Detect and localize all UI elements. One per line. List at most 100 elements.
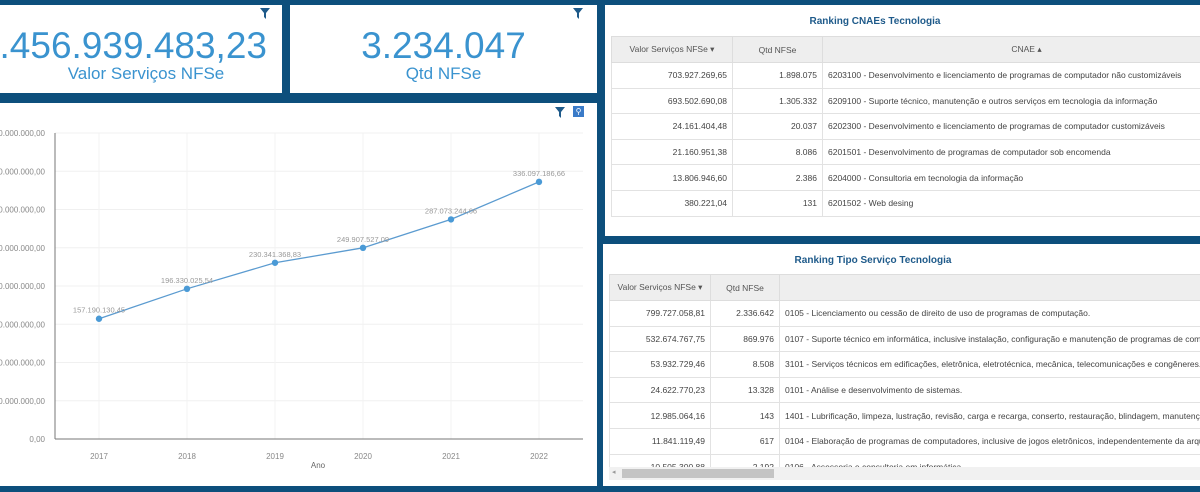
- cell-descricao: 6202300 - Desenvolvimento e licenciament…: [822, 113, 1200, 140]
- table-row[interactable]: 21.160.951,38 8.086 6201501 - Desenvolvime…: [611, 138, 1200, 166]
- y-tick-label: 0,00: [29, 435, 45, 444]
- cell-valor: 11.841.119,49: [609, 427, 711, 455]
- cell-qtd: 1.305.332: [732, 87, 823, 115]
- cell-valor: 693.502.690,08: [611, 87, 733, 115]
- data-point: [359, 244, 367, 252]
- data-label: 157.190.130,45: [73, 306, 125, 315]
- data-label: 336.097.186,66: [513, 169, 565, 178]
- table-row[interactable]: 24.161.404,48 20.037 6202300 - Desenvolvim…: [611, 113, 1200, 140]
- kpi-label: Valor Serviços NFSe: [67, 64, 225, 83]
- filter-icon[interactable]: [260, 8, 272, 19]
- servico-ranking-card: Ranking Tipo Serviço Tecnologia Valor Se…: [603, 244, 1200, 486]
- cell-descricao: 3101 - Serviços técnicos em edificações,…: [779, 351, 1200, 378]
- table-row[interactable]: 11.841.119,49 617 0104 - Elaboração de pro…: [609, 427, 1200, 455]
- scroll-left-arrow[interactable]: ◂: [612, 469, 616, 476]
- kpi-valor-card: .456.939.483,23 Valor Serviços NFSe: [0, 5, 282, 93]
- cell-qtd: 131: [732, 189, 823, 217]
- scrollbar-thumb[interactable]: [622, 469, 774, 478]
- servico-table: Valor Serviços NFSe ▾ Qtd NFSe 799.727.0…: [609, 274, 1200, 467]
- cell-qtd: 13.328: [710, 376, 780, 404]
- cnae-ranking-card: Ranking CNAEs Tecnologia Valor Serviços …: [605, 5, 1200, 236]
- cell-valor: 24.622.770,23: [609, 376, 711, 404]
- x-tick-label: 2018: [178, 452, 196, 461]
- cell-qtd: 617: [710, 427, 780, 455]
- cell-valor: 12.985.064,16: [609, 402, 711, 429]
- data-point: [183, 285, 191, 293]
- cell-qtd: 2.192: [710, 453, 780, 467]
- x-tick-label: 2022: [530, 452, 548, 461]
- table-row[interactable]: 532.674.767,75 869.976 0107 - Suporte técn…: [609, 325, 1200, 353]
- cell-descricao: 0104 - Elaboração de programas de comput…: [779, 427, 1200, 455]
- y-tick-label: 150.000.000,00: [0, 320, 46, 329]
- cell-descricao: 1401 - Lubrificação, limpeza, lustração,…: [779, 402, 1200, 429]
- column-header-qtd[interactable]: Qtd NFSe: [710, 274, 780, 301]
- cell-descricao: 0107 - Suporte técnico em informática, i…: [779, 325, 1200, 353]
- cell-qtd: 8.086: [732, 138, 823, 166]
- table-title: Ranking Tipo Serviço Tecnologia: [794, 255, 952, 266]
- horizontal-scrollbar[interactable]: ◂: [609, 467, 1200, 480]
- table-row[interactable]: 24.622.770,23 13.328 0101 - Análise e dese…: [609, 376, 1200, 404]
- x-tick-label: 2021: [442, 452, 460, 461]
- kpi-value: .456.939.483,23: [0, 25, 267, 66]
- cell-qtd: 1.898.075: [732, 62, 823, 89]
- line-chart-card: ⚲ 0,00 50.000.000,00 100.000.000,00 150.000…: [0, 103, 597, 486]
- cell-valor: 532.674.767,75: [609, 325, 711, 353]
- kpi-value: 3.234.047: [361, 25, 526, 66]
- cell-qtd: 143: [710, 402, 780, 429]
- cell-valor: 703.927.269,65: [611, 62, 733, 89]
- kpi-label: Qtd NFSe: [405, 64, 482, 83]
- x-tick-label: 2017: [90, 452, 108, 461]
- y-tick-label: 250.000.000,00: [0, 244, 46, 253]
- cell-valor: 10.505.300,88: [609, 453, 711, 467]
- y-tick-label: 100.000.000,00: [0, 359, 46, 368]
- cell-qtd: 869.976: [710, 325, 780, 353]
- cell-descricao: 6201502 - Web desing: [822, 189, 1200, 217]
- cell-descricao: 6201501 - Desenvolvimento de programas d…: [822, 138, 1200, 166]
- table-row[interactable]: 10.505.300,88 2.192 0106 - Assessoria e co…: [609, 453, 1200, 467]
- kpi-qtd-card: 3.234.047 Qtd NFSe: [290, 5, 597, 93]
- pin-icon[interactable]: ⚲: [573, 106, 584, 117]
- table-row[interactable]: 13.806.946,60 2.386 6204000 - Consultoria …: [611, 164, 1200, 191]
- cell-valor: 53.932.729,46: [609, 351, 711, 378]
- column-header-servico[interactable]: [779, 274, 1200, 301]
- column-header-valor[interactable]: Valor Serviços NFSe ▾: [609, 274, 711, 301]
- x-tick-label: 2020: [354, 452, 372, 461]
- x-axis-title: Ano: [311, 461, 326, 470]
- series-line: [98, 181, 540, 320]
- table-row[interactable]: 703.927.269,65 1.898.075 6203100 - Desenvo…: [611, 62, 1200, 89]
- filter-icon[interactable]: [573, 8, 585, 19]
- y-tick-label: 300.000.000,00: [0, 206, 46, 215]
- y-tick-label: 350.000.000,00: [0, 167, 46, 176]
- cell-valor: 799.727.058,81: [609, 300, 711, 327]
- cell-descricao: 0101 - Análise e desenvolvimento de sist…: [779, 376, 1200, 404]
- cell-descricao: 6203100 - Desenvolvimento e licenciament…: [822, 62, 1200, 89]
- cell-valor: 13.806.946,60: [611, 164, 733, 191]
- cell-valor: 24.161.404,48: [611, 113, 733, 140]
- cell-descricao: 0106 - Assessoria e consultoria em infor…: [779, 453, 1200, 467]
- data-point: [535, 178, 543, 186]
- table-row[interactable]: 53.932.729,46 8.508 3101 - Serviços técnic…: [609, 351, 1200, 378]
- column-header-cnae[interactable]: CNAE ▴: [822, 36, 1200, 63]
- data-point: [447, 216, 455, 223]
- column-header-qtd[interactable]: Qtd NFSe: [732, 36, 823, 63]
- filter-icon[interactable]: [555, 107, 567, 118]
- table-row[interactable]: 799.727.058,81 2.336.642 0105 - Licenciame…: [609, 300, 1200, 327]
- cnae-table: Valor Serviços NFSe ▾ Qtd NFSe CNAE ▴ 70…: [611, 36, 1200, 217]
- x-tick-label: 2019: [266, 452, 284, 461]
- table-row[interactable]: 380.221,04 131 6201502 - Web desing: [611, 189, 1200, 217]
- table-title: Ranking CNAEs Tecnologia: [809, 16, 941, 27]
- cell-descricao: 6204000 - Consultoria em tecnologia da i…: [822, 164, 1200, 191]
- cell-qtd: 2.336.642: [710, 300, 780, 327]
- table-row[interactable]: 12.985.064,16 143 1401 - Lubrificação, lim…: [609, 402, 1200, 429]
- data-label: 230.341.368,83: [249, 250, 301, 259]
- table-row[interactable]: 693.502.690,08 1.305.332 6209100 - Suporte…: [611, 87, 1200, 115]
- column-header-valor[interactable]: Valor Serviços NFSe ▾: [611, 36, 733, 63]
- data-label: 287.073.244,66: [425, 206, 477, 215]
- y-tick-label: 200.000.000,00: [0, 282, 46, 291]
- cell-qtd: 2.386: [732, 164, 823, 191]
- cell-valor: 21.160.951,38: [611, 138, 733, 166]
- cell-qtd: 8.508: [710, 351, 780, 378]
- y-tick-label: 400.000.000,00: [0, 129, 46, 138]
- data-point: [95, 315, 103, 322]
- cell-valor: 380.221,04: [611, 189, 733, 217]
